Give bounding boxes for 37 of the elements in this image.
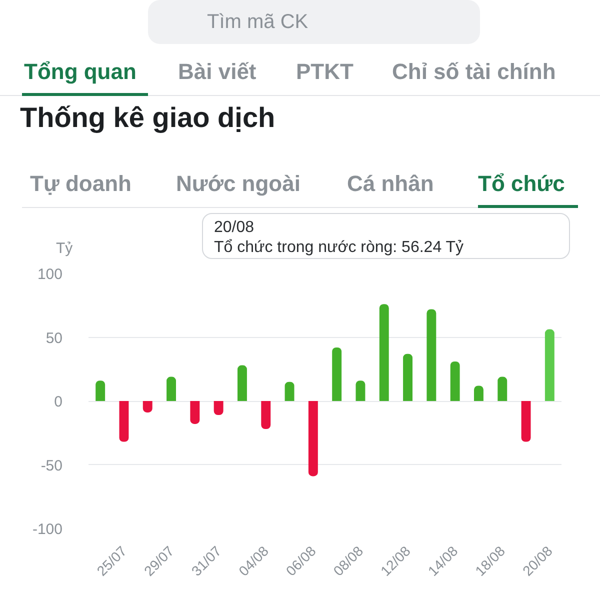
bar	[498, 376, 508, 401]
y-axis-title: Tỷ	[56, 239, 73, 259]
text: PTKT	[296, 58, 354, 86]
text: 20/08	[214, 218, 254, 238]
text: Tìm mã CK	[207, 10, 308, 35]
bar	[379, 304, 389, 401]
bar	[544, 329, 554, 401]
bar	[214, 401, 224, 416]
bar	[521, 401, 531, 442]
text: Bài viết	[178, 58, 256, 86]
bar	[332, 347, 342, 401]
bar	[284, 382, 294, 401]
y-tick-label: 100	[37, 266, 63, 283]
text: Tổ chức trong nước ròng: 56.24 Tỷ	[214, 238, 464, 258]
text: Tổ chức	[478, 170, 565, 198]
y-tick-label: -100	[32, 521, 63, 538]
bar	[96, 380, 106, 401]
y-tick-label: 50	[46, 330, 63, 347]
y-tick-label: -50	[40, 457, 63, 474]
text: Cá nhân	[347, 170, 434, 198]
text: Tổng quan	[24, 58, 136, 86]
bar	[450, 361, 460, 401]
text: Chỉ số tài chính	[392, 58, 556, 86]
text: Tự doanh	[30, 170, 132, 198]
text: Nước ngoài	[176, 170, 300, 198]
bar	[261, 401, 271, 430]
bar	[474, 386, 484, 401]
bar	[237, 365, 247, 401]
y-tick-label: 0	[54, 394, 62, 410]
bar	[166, 376, 176, 401]
bar	[308, 401, 318, 476]
bar	[403, 354, 413, 401]
bar	[356, 380, 366, 401]
bar	[426, 309, 436, 401]
bar	[190, 401, 200, 424]
chart-title: Thống kê giao dịch	[20, 101, 276, 135]
bar	[119, 401, 129, 442]
